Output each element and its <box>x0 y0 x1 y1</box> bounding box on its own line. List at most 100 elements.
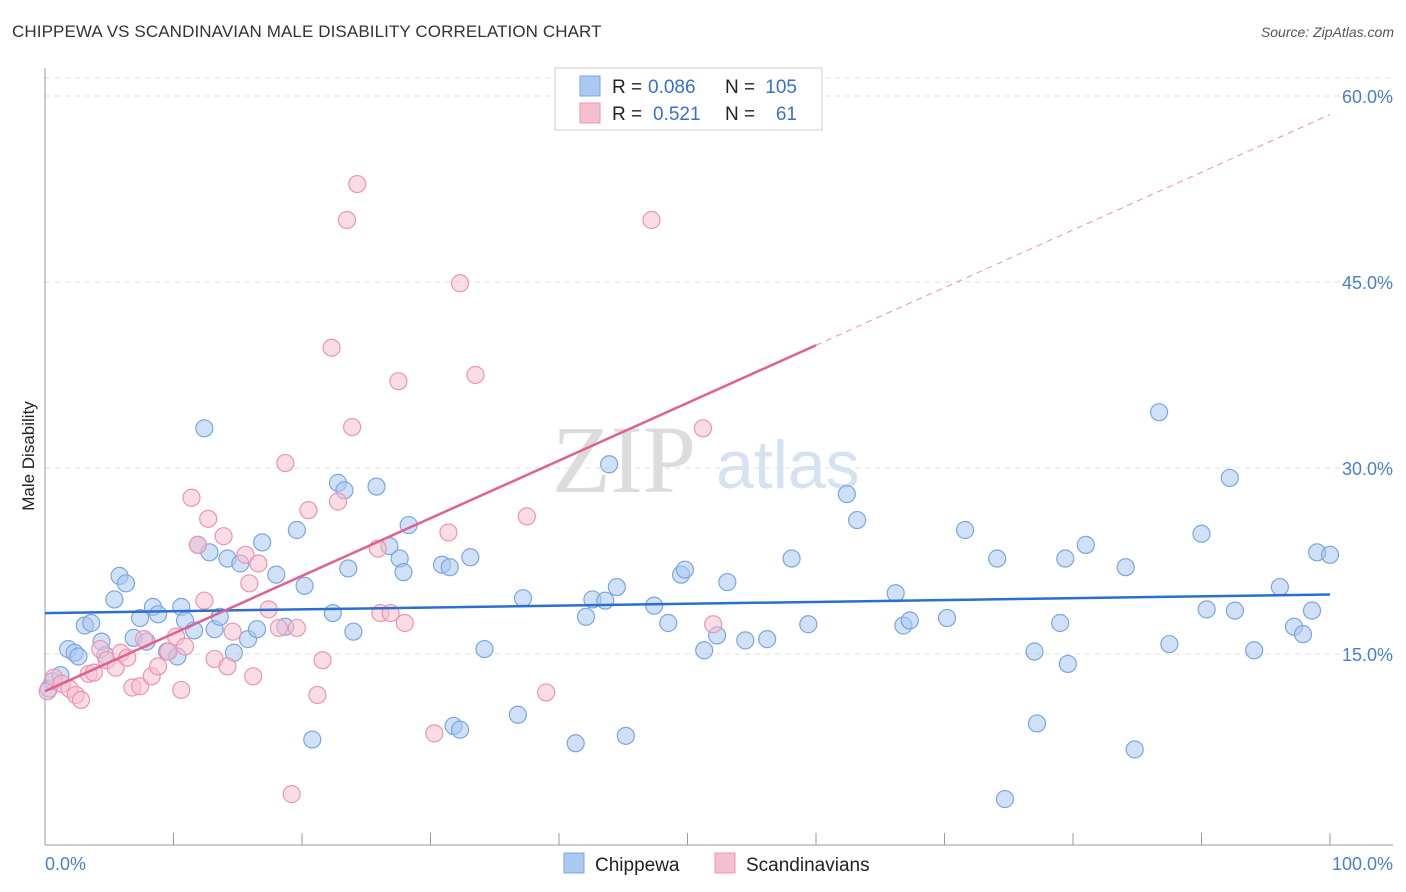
watermark-zip: ZIP <box>552 406 696 513</box>
chippewa-point <box>1245 641 1264 660</box>
legend-n-label-chippewa: N = <box>725 77 755 98</box>
chippewa-point <box>69 647 88 666</box>
scandinavian-point <box>214 527 233 546</box>
chippewa-point <box>782 549 801 568</box>
x-tick-label-min: 0.0% <box>45 854 86 874</box>
chippewa-point <box>988 549 1007 568</box>
chippewa-point <box>900 611 919 630</box>
y-tick-label-15: 15.0% <box>1342 645 1393 665</box>
chippewa-point <box>1056 549 1075 568</box>
chippewa-point <box>267 565 286 584</box>
chippewa-point <box>323 603 342 623</box>
chippewa-point <box>886 584 905 603</box>
chippewa-trend-line <box>44 593 1331 615</box>
chippewa-point <box>303 730 322 749</box>
scandinavian-point <box>322 338 341 357</box>
chippewa-point <box>1027 714 1047 733</box>
scandinavian-point <box>537 683 556 702</box>
legend-n-value-scandinavians: 61 <box>776 104 797 125</box>
chippewa-point <box>130 608 150 628</box>
chippewa-point <box>848 510 867 530</box>
watermark-atlas: atlas <box>716 427 860 503</box>
legend-bottom: Chippewa Scandinavians <box>563 852 870 876</box>
chippewa-point <box>440 558 459 577</box>
chippewa-point <box>937 608 957 628</box>
scandinavian-point <box>313 651 332 670</box>
scandinavian-point <box>188 535 208 554</box>
chippewa-point <box>995 789 1014 809</box>
chippewa-point <box>659 613 678 633</box>
chart-source: Source: ZipAtlas.com <box>1260 24 1394 40</box>
chippewa-point <box>1220 468 1239 488</box>
chippewa-point <box>1025 642 1044 661</box>
scandinavian-point <box>159 642 178 661</box>
chart-title: CHIPPEWA VS SCANDINAVIAN MALE DISABILITY… <box>12 22 602 41</box>
scandinavian-point <box>249 554 268 573</box>
legend-bottom-swatch-chippewa <box>563 852 585 874</box>
chippewa-point <box>1192 524 1211 543</box>
chippewa-point <box>695 641 714 660</box>
scandinavian-point <box>466 365 485 385</box>
chippewa-point <box>644 596 664 615</box>
chippewa-point <box>1293 625 1313 644</box>
scandinavian-point <box>348 174 367 194</box>
scandinavian-point <box>130 677 150 696</box>
chippewa-point <box>616 726 635 745</box>
legend-n-value-chippewa: 105 <box>765 77 797 98</box>
y-tick-label-60: 60.0% <box>1342 87 1393 107</box>
chippewa-point <box>367 477 386 496</box>
scandinavian-point <box>148 657 168 676</box>
y-tick-label-30: 30.0% <box>1342 459 1393 479</box>
chippewa-point <box>566 734 585 753</box>
scandinavian-point <box>282 785 301 804</box>
trend-lines <box>44 114 1331 693</box>
chippewa-point <box>718 572 737 592</box>
chippewa-point <box>148 605 168 624</box>
scandinavian-point <box>425 724 444 743</box>
chippewa-point <box>253 533 272 552</box>
chippewa-point <box>475 639 494 659</box>
scandinavian-point <box>172 680 191 700</box>
scandinavian-point <box>328 492 348 511</box>
legend-r-value-scandinavians: 0.521 <box>653 104 701 125</box>
chippewa-point <box>600 455 619 474</box>
legend-bottom-swatch-scandinavians <box>714 852 736 874</box>
chippewa-point <box>513 589 533 608</box>
scandinavian-point <box>195 591 214 610</box>
chippewa-point <box>675 560 695 579</box>
chippewa-point <box>450 720 470 739</box>
y-tick-label-45: 45.0% <box>1342 273 1393 293</box>
legend-r-label-scandinavians: R = <box>612 104 642 125</box>
chippewa-point <box>1270 577 1289 597</box>
chippewa-point <box>1320 545 1340 564</box>
chippewa-point <box>955 520 975 540</box>
chippewa-point <box>1125 740 1144 759</box>
scandinavian-point <box>439 523 458 542</box>
scandinavian-point <box>276 453 295 473</box>
y-axis-title: Male Disability <box>19 401 38 511</box>
chippewa-point <box>344 622 363 641</box>
scandinavian-trend-line <box>44 344 817 693</box>
scandinavian-point <box>199 509 218 528</box>
scandinavian-point <box>223 622 242 641</box>
chippewa-point <box>105 590 124 609</box>
y-tick-labels: 15.0% 30.0% 45.0% 60.0% <box>1342 87 1393 665</box>
legend-n-label-scandinavians: N = <box>725 104 755 125</box>
chippewa-point <box>339 559 358 578</box>
scandinavian-point <box>218 657 237 676</box>
chippewa-point <box>596 591 615 610</box>
legend-r-label-chippewa: R = <box>612 77 642 98</box>
scandinavian-point <box>269 618 288 638</box>
scandinavian-point <box>642 210 661 230</box>
scandinavian-point <box>337 210 357 230</box>
scandinavian-point <box>395 613 414 633</box>
chippewa-point <box>195 419 214 438</box>
scandinavian-point <box>343 417 362 437</box>
chippewa-point <box>461 548 480 567</box>
legend-swatch-scandinavians <box>579 102 601 124</box>
chippewa-point <box>799 615 818 634</box>
legend-swatch-chippewa <box>579 75 601 97</box>
scandinavian-points <box>38 174 723 804</box>
chippewa-point <box>508 705 527 724</box>
chippewa-point <box>607 577 626 597</box>
